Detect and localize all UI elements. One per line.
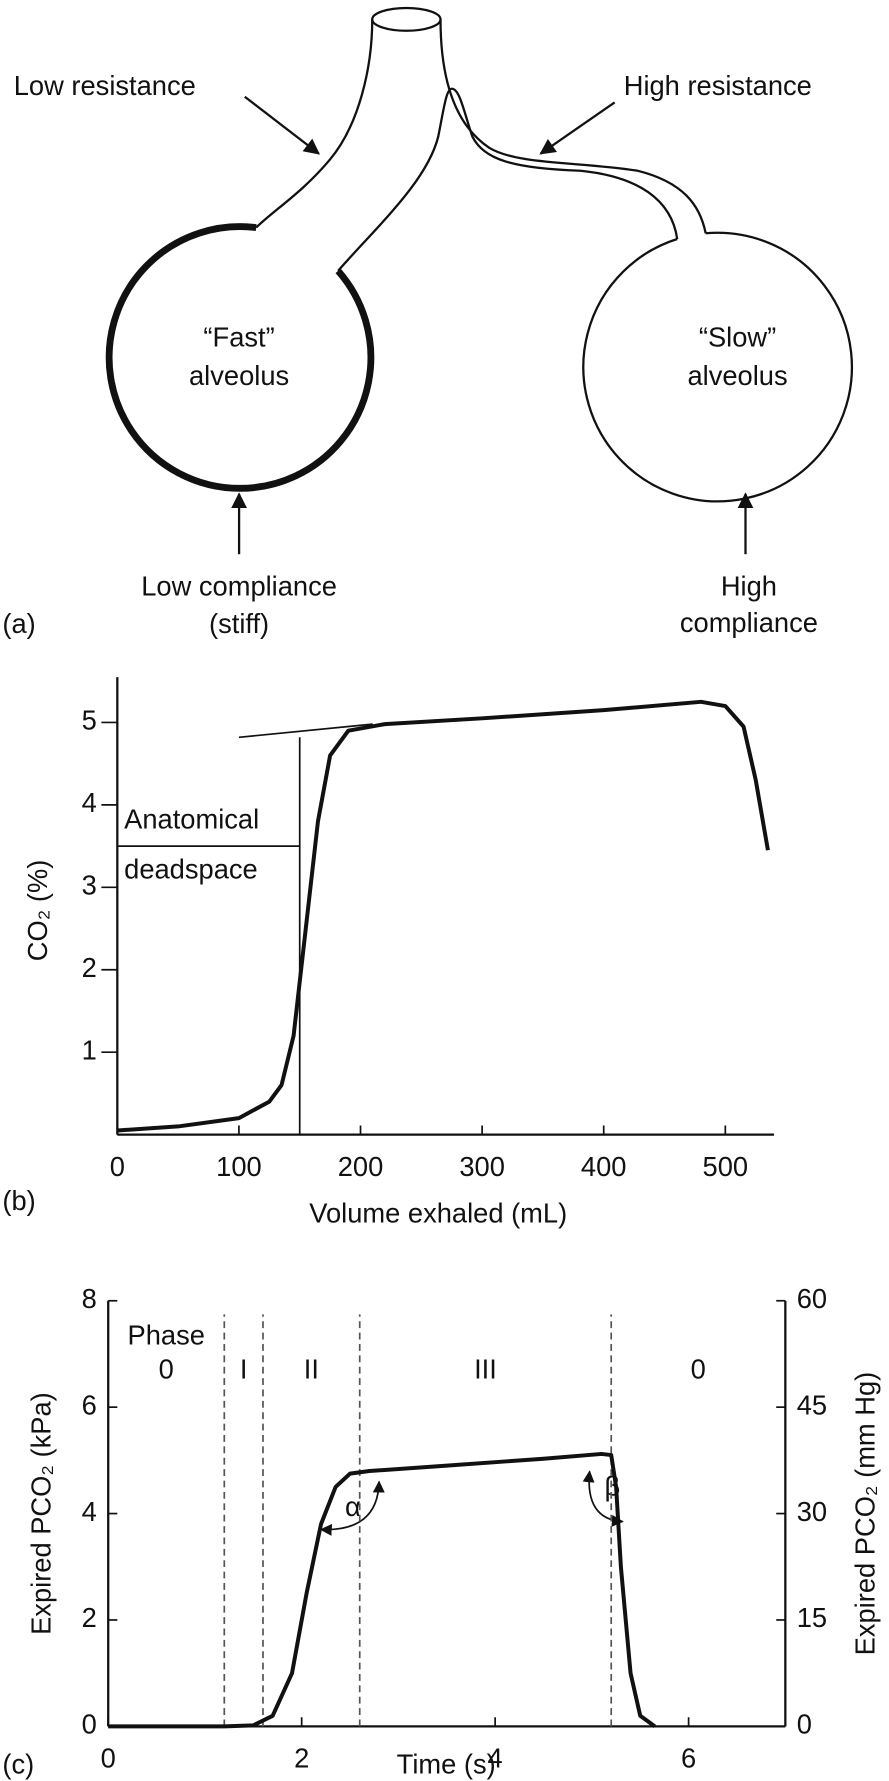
y-axis-label: Expired PCO₂ (kPa) bbox=[26, 1392, 57, 1635]
x-tick-label: 2 bbox=[294, 1743, 309, 1774]
airway-diagram: Low resistance High resistance “Fast” al… bbox=[2, 6, 854, 639]
y-tick-label: 8 bbox=[82, 1283, 97, 1314]
x-tick-label: 300 bbox=[459, 1151, 505, 1182]
y-tick-label: 0 bbox=[82, 1709, 97, 1740]
y-tick-label: 5 bbox=[82, 705, 97, 736]
label: alveolus bbox=[189, 360, 289, 391]
label: Low compliance bbox=[141, 571, 337, 602]
y-tick-label: 3 bbox=[82, 870, 97, 901]
left-airway-outer bbox=[255, 19, 374, 229]
angle-arc bbox=[582, 1470, 624, 1527]
y-tick-label: 4 bbox=[82, 1496, 97, 1527]
label: (stiff) bbox=[209, 608, 269, 639]
y2-tick-label: 60 bbox=[797, 1283, 827, 1314]
y-tick-label: 4 bbox=[82, 787, 97, 818]
data-line bbox=[117, 699, 770, 1133]
x-tick-label: 500 bbox=[703, 1151, 749, 1182]
label: High resistance bbox=[624, 70, 812, 101]
label: “Slow” bbox=[699, 321, 776, 352]
x-tick-label: 4 bbox=[488, 1743, 503, 1774]
x-tick-label: 0 bbox=[110, 1151, 125, 1182]
phase-label: 0 bbox=[159, 1354, 174, 1385]
panel-label: (b) bbox=[2, 1185, 35, 1216]
x-tick-label: 100 bbox=[216, 1151, 262, 1182]
x-tick-label: 400 bbox=[581, 1151, 627, 1182]
trachea-opening bbox=[371, 6, 442, 32]
label: alveolus bbox=[687, 360, 787, 391]
y2-axis-label: Expired PCO₂ (mm Hg) bbox=[849, 1372, 880, 1656]
y-tick-label: 2 bbox=[82, 952, 97, 983]
y2-tick-label: 45 bbox=[797, 1389, 827, 1420]
y2-tick-label: 15 bbox=[797, 1602, 827, 1633]
y-tick-label: 1 bbox=[82, 1034, 97, 1065]
y-tick-label: 6 bbox=[82, 1389, 97, 1420]
annotation: deadspace bbox=[124, 853, 258, 884]
phase3-fit bbox=[238, 723, 373, 739]
x-tick-label: 0 bbox=[101, 1743, 116, 1774]
right-airway-outer bbox=[439, 19, 707, 234]
phase-label: I bbox=[240, 1354, 248, 1385]
label: “Fast” bbox=[203, 321, 274, 352]
x-axis-label: Volume exhaled (mL) bbox=[309, 1198, 567, 1229]
phase-label: 0 bbox=[691, 1354, 706, 1385]
arrow bbox=[539, 101, 616, 155]
x-axis-label: Time (s) bbox=[397, 1748, 496, 1779]
x-tick-label: 6 bbox=[681, 1743, 696, 1774]
annotation: Anatomical bbox=[124, 803, 259, 834]
x-tick-label: 200 bbox=[338, 1151, 384, 1182]
angle-arc bbox=[319, 1480, 385, 1536]
label: High bbox=[721, 571, 777, 602]
angle-label: α bbox=[345, 1491, 361, 1522]
label: Low resistance bbox=[14, 70, 196, 101]
y-axis-label: CO₂ (%) bbox=[22, 860, 53, 962]
phase-label: II bbox=[304, 1354, 319, 1385]
fast-alveolus-wall bbox=[105, 223, 375, 492]
y-tick-label: 2 bbox=[82, 1602, 97, 1633]
y2-tick-label: 0 bbox=[797, 1709, 812, 1740]
arrow bbox=[244, 95, 321, 155]
label: compliance bbox=[680, 607, 818, 638]
airway-inner bbox=[337, 87, 679, 272]
panel-label: (a) bbox=[2, 608, 35, 639]
panel-label: (c) bbox=[2, 1748, 34, 1779]
data-line bbox=[108, 1451, 656, 1729]
phase-label: III bbox=[474, 1354, 497, 1385]
phase-title: Phase bbox=[128, 1319, 205, 1350]
y2-tick-label: 30 bbox=[797, 1496, 827, 1527]
